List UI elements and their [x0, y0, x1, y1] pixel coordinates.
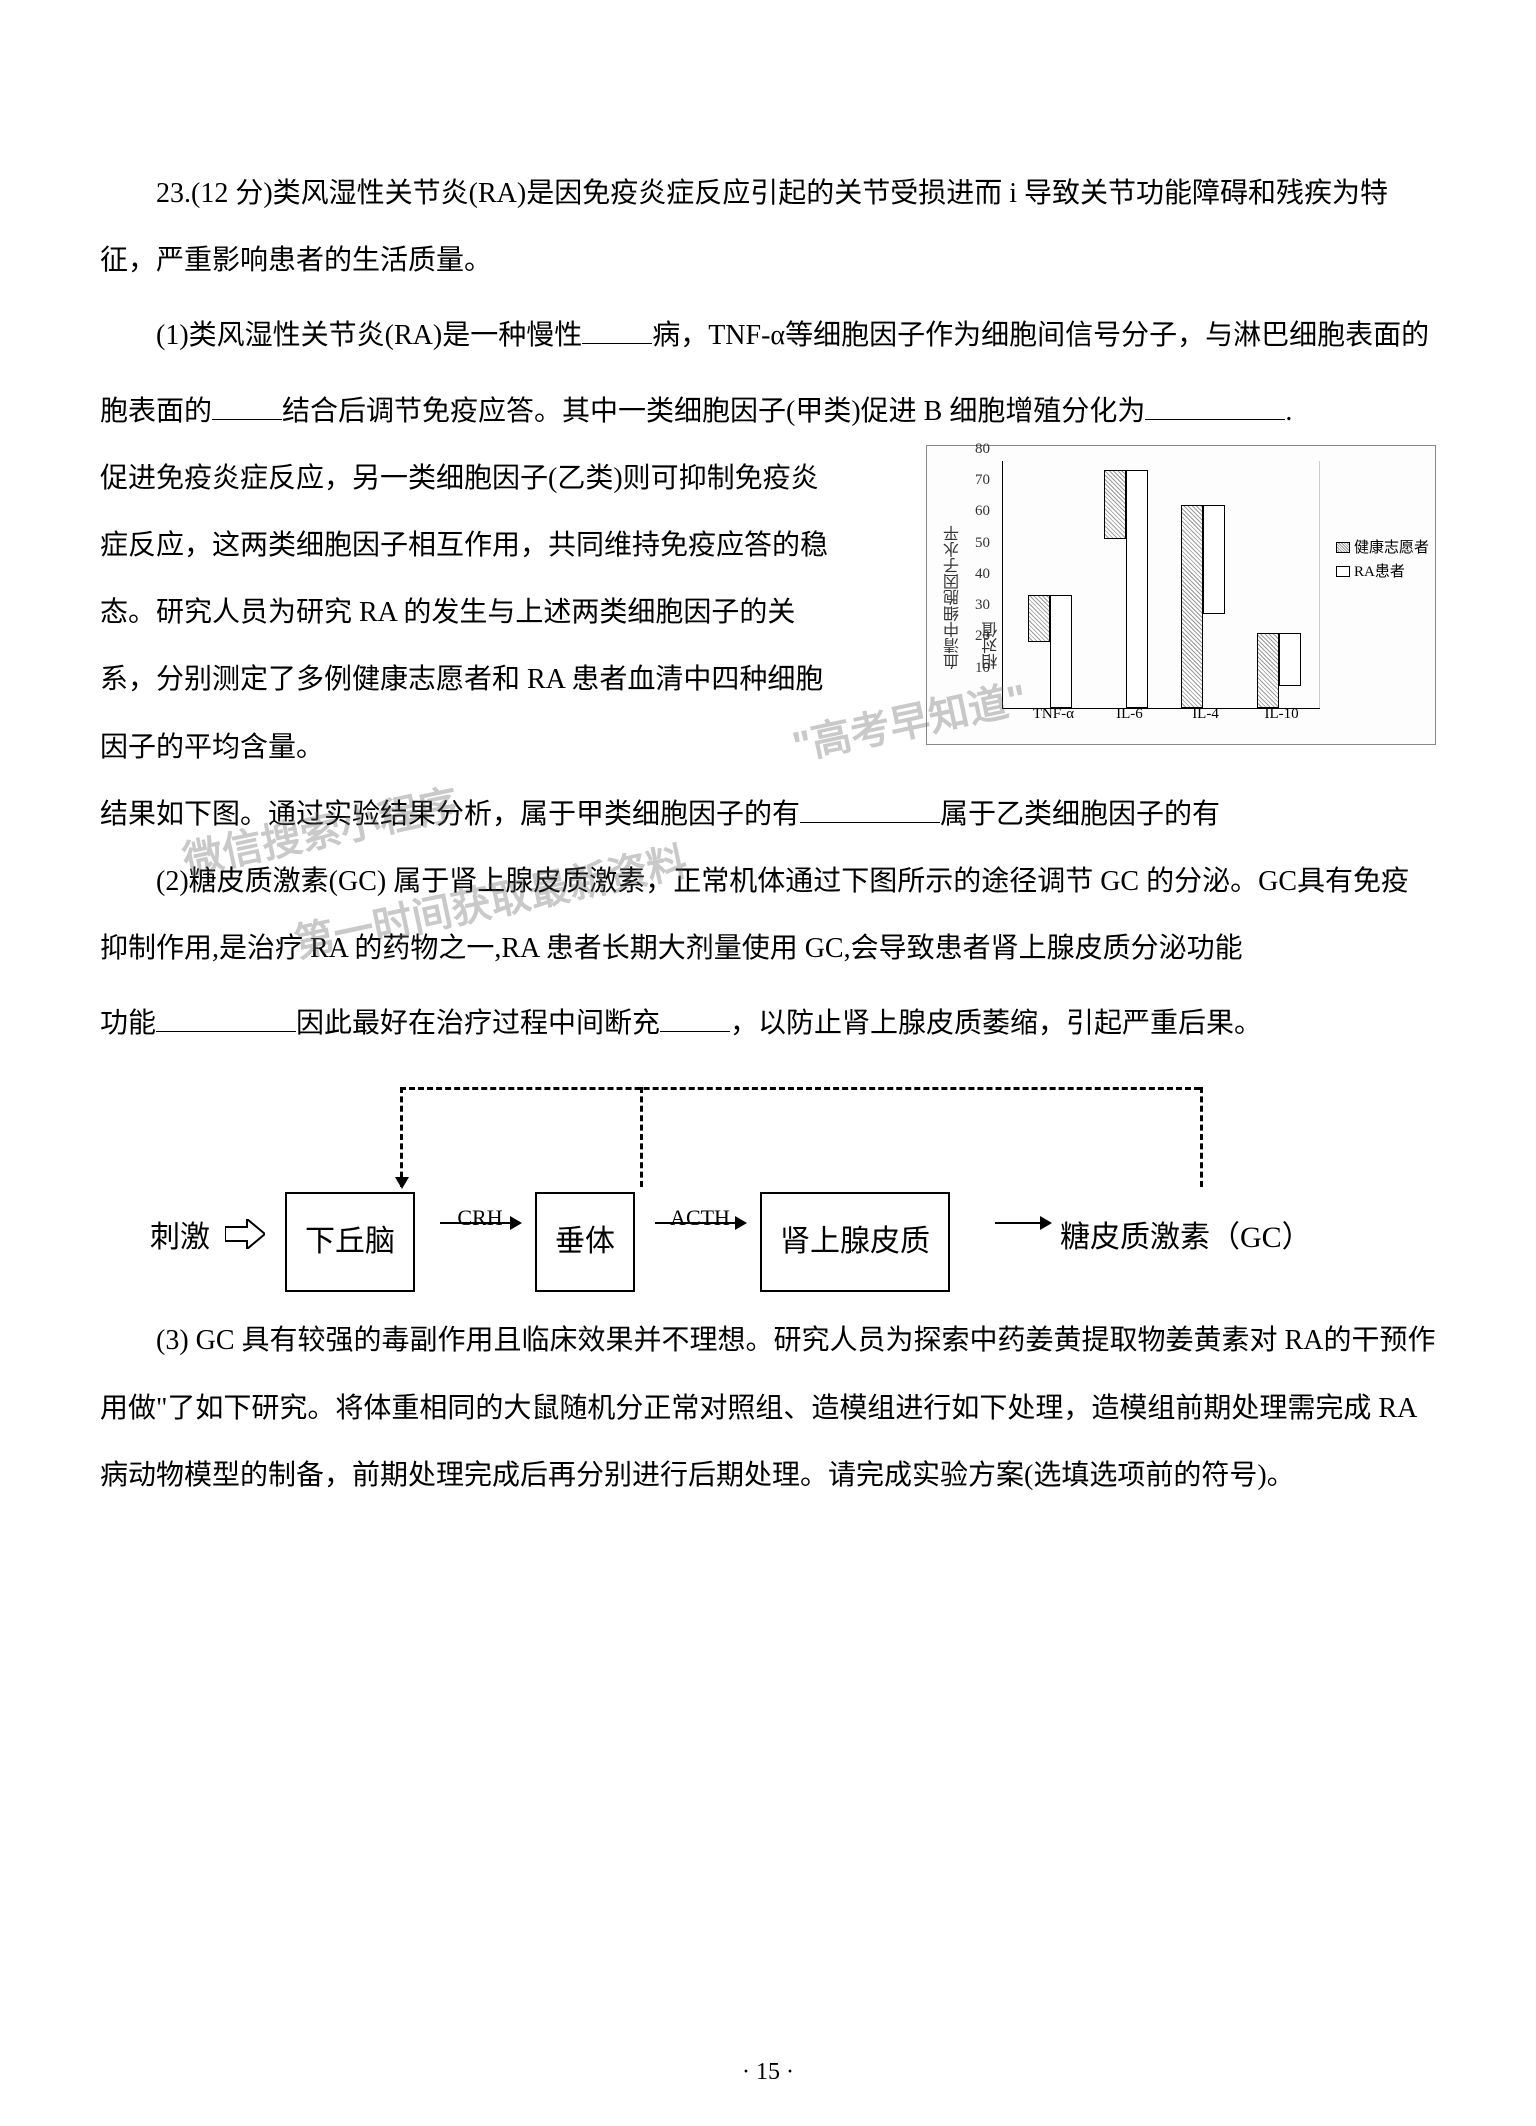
arrow-gc [995, 1222, 1050, 1224]
question-intro: 23.(12 分)类风湿性关节炎(RA)是因免疫炎症反应引起的关节受损进而 i … [100, 160, 1436, 294]
label-acth: ACTH [670, 1192, 730, 1245]
arrow-acth: ACTH [655, 1222, 745, 1224]
blank-4 [800, 795, 940, 823]
chart-y-label: 血清中细胞因子水平相对值 [935, 520, 1012, 669]
legend-item-ra: RA患者 [1336, 560, 1429, 584]
stimulus-label: 刺激 [150, 1202, 210, 1274]
blank-5 [156, 1004, 296, 1032]
legend-swatch-ra [1336, 566, 1350, 577]
blank-2 [212, 392, 282, 420]
x-label: IL-4 [1192, 696, 1219, 732]
output-gc-label: 糖皮质激素（GC） [1060, 1202, 1312, 1274]
cytokine-bar-chart: 血清中细胞因子水平相对值 TNF-α IL-6 IL-4 IL-10 健康志愿者 RA… [926, 445, 1436, 745]
part3-text: (3) GC 具有较强的毒副作用且临床效果并不理想。研究人员为探索中药姜黄提取物… [100, 1307, 1436, 1509]
y-tick: 30 [975, 587, 990, 623]
part1-line1: (1)类风湿性关节炎(RA)是一种慢性病，TNF-α等细胞因子作为细胞间信号分子… [100, 302, 1436, 369]
arrow-crh: CRH [440, 1222, 520, 1224]
node-pituitary: 垂体 [535, 1192, 635, 1292]
bar-group: IL-4 [1181, 505, 1231, 708]
left-text-block: 促进免疫炎症反应，另一类细胞因子(乙类)则可抑制免疫炎症反应，这两类细胞因子相互… [100, 445, 835, 781]
y-tick: 10 [975, 650, 990, 686]
blank-6 [660, 1004, 730, 1032]
legend-item-healthy: 健康志愿者 [1336, 536, 1429, 560]
bar-group: TNF-α [1028, 595, 1078, 708]
bar-group: IL-6 [1104, 470, 1154, 708]
part2-text-cont: 功能因此最好在治疗过程中间断充，以防止肾上腺皮质萎缩，引起严重后果。 [100, 990, 1436, 1057]
y-tick: 20 [975, 618, 990, 654]
feedback-loop-top [400, 1087, 1200, 1090]
bar [1279, 633, 1301, 686]
bar [1126, 470, 1148, 708]
feedback-arrow-hypothalamus [400, 1087, 403, 1187]
y-tick: 40 [975, 556, 990, 592]
page-number: · 15 · [742, 2059, 794, 2086]
text-chart-wrap: 胞表面的结合后调节免疫应答。其中一类细胞因子(甲类)促进 B 细胞增殖分化为. … [100, 378, 1436, 781]
bar [1050, 595, 1072, 708]
node-hypothalamus: 下丘脑 [285, 1192, 415, 1292]
feedback-line-gc [1200, 1087, 1203, 1187]
stimulus-arrow-icon [225, 1207, 265, 1237]
node-adrenal-cortex: 肾上腺皮质 [760, 1192, 950, 1292]
bar-group: IL-10 [1257, 633, 1307, 708]
x-label: IL-6 [1116, 696, 1143, 732]
gc-pathway-flowchart: 刺激 下丘脑 CRH 垂体 ACTH 肾上腺皮质 糖皮质激素（GC） [100, 1077, 1436, 1287]
blank-3 [1145, 392, 1285, 420]
chart-plot-area: TNF-α IL-6 IL-4 IL-10 [1002, 461, 1320, 709]
bar [1028, 595, 1050, 642]
feedback-line-pituitary [640, 1087, 643, 1187]
y-tick: 70 [975, 462, 990, 498]
x-label: IL-10 [1265, 696, 1299, 732]
label-crh: CRH [457, 1192, 502, 1245]
blank-1 [582, 316, 652, 344]
page-content: 23.(12 分)类风湿性关节炎(RA)是因免疫炎症反应引起的关节受损进而 i … [0, 0, 1536, 1577]
part1-line2: 胞表面的结合后调节免疫应答。其中一类细胞因子(甲类)促进 B 细胞增殖分化为. [100, 378, 1436, 445]
legend-swatch-healthy [1336, 542, 1350, 553]
y-tick: 80 [975, 431, 990, 467]
x-label: TNF-α [1033, 696, 1074, 732]
bar [1203, 505, 1225, 614]
bar [1104, 470, 1126, 539]
question-number: 23.(12 分) [156, 178, 273, 209]
chart-legend: 健康志愿者 RA患者 [1336, 536, 1429, 584]
y-tick: 60 [975, 493, 990, 529]
part1-results: 结果如下图。通过实验结果分析，属于甲类细胞因子的有属于乙类细胞因子的有 [100, 781, 1436, 848]
y-tick: 50 [975, 525, 990, 561]
bar [1181, 505, 1203, 708]
part2-text: (2)糖皮质激素(GC) 属于肾上腺皮质激素，正常机体通过下图所示的途径调节 G… [100, 848, 1436, 982]
